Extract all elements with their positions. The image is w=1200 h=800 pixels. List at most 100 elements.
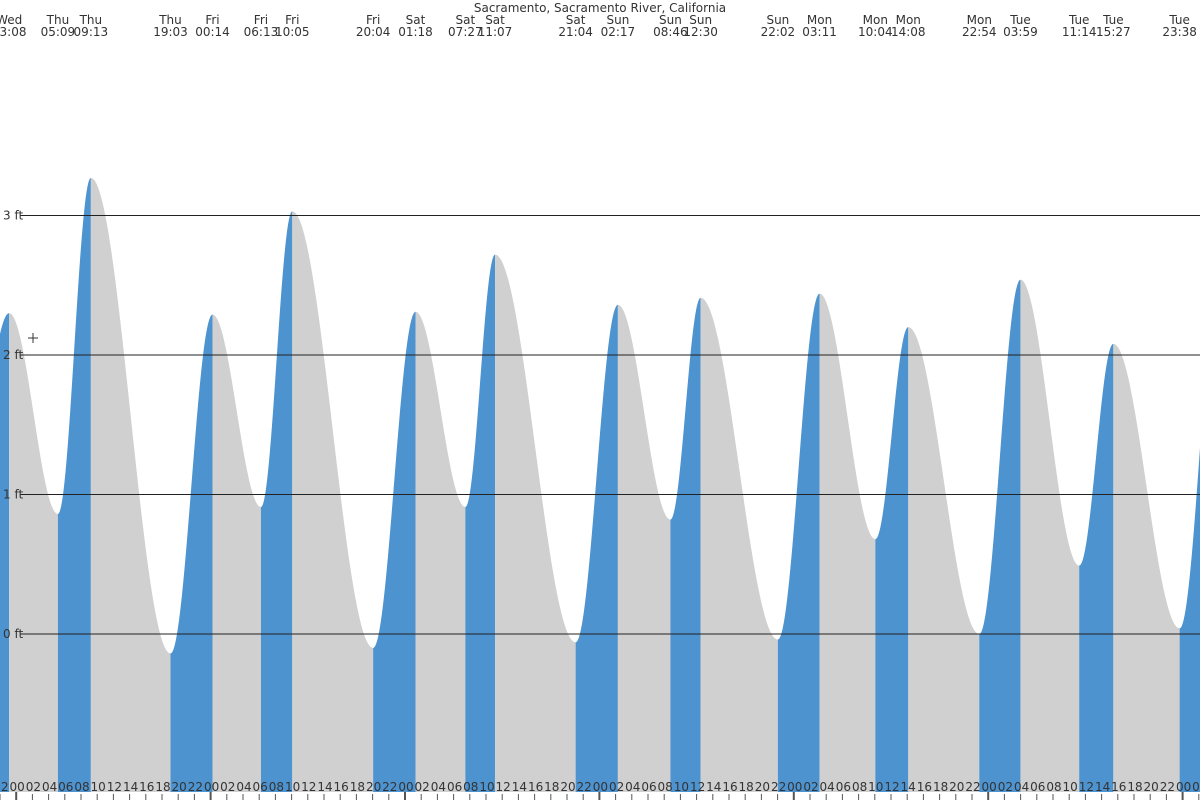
x-tick-label: 04 (820, 780, 835, 794)
gridlines: 0 ft 1 ft 2 ft 3 ft (3, 209, 1200, 641)
x-tick-label: 02 (415, 780, 430, 794)
extreme-time-label: 14:08 (891, 25, 926, 39)
x-tick-label: 00 (398, 780, 413, 794)
x-tick-label: 12 (107, 780, 122, 794)
x-tick-label: 20 (172, 780, 187, 794)
x-tick-label: 12 (496, 780, 511, 794)
x-tick-label: 10 (285, 780, 300, 794)
extreme-time-label: 12:30 (683, 25, 718, 39)
x-tick-label: 10 (868, 780, 883, 794)
falling-tide-segment (1113, 343, 1180, 792)
x-tick-label: 18 (544, 780, 559, 794)
extreme-day-label: Tue (1168, 13, 1190, 27)
extreme-day-label: Fri (366, 13, 380, 27)
rising-tide-segment (875, 327, 909, 792)
x-tick-label: 10 (1063, 780, 1078, 794)
x-tick-label: 14 (706, 780, 721, 794)
extreme-day-label: Mon (807, 13, 832, 27)
y-tick-label: 0 ft (3, 627, 23, 641)
x-tick-label: 00 (1176, 780, 1191, 794)
x-tick-label: 06 (836, 780, 851, 794)
extreme-time-label: 06:13 (244, 25, 279, 39)
chart-title: Sacramento, Sacramento River, California (474, 1, 726, 15)
extreme-day-label: Thu (79, 13, 103, 27)
extreme-day-label: Sat (406, 13, 426, 27)
x-tick-label: 08 (74, 780, 89, 794)
x-tick-label: 16 (917, 780, 932, 794)
x-tick-label: 22 (965, 780, 980, 794)
extreme-time-label: 20:04 (356, 25, 391, 39)
x-tick-label: 02 (220, 780, 235, 794)
x-tick-label: 18 (739, 780, 754, 794)
x-tick-label: 14 (1095, 780, 1110, 794)
falling-tide-segment (700, 297, 778, 792)
x-tick-label: 22 (0, 780, 9, 794)
y-tick-label: 1 ft (3, 488, 23, 502)
extreme-time-label: 01:18 (398, 25, 433, 39)
extreme-time-label: 09:13 (74, 25, 109, 39)
x-tick-label: 16 (528, 780, 543, 794)
extreme-day-label: Sat (456, 13, 476, 27)
falling-tide-segment (212, 314, 261, 792)
x-tick-label: 22 (382, 780, 397, 794)
x-tick-label: 10 (674, 780, 689, 794)
x-tick-label: 14 (317, 780, 332, 794)
extreme-day-label: Fri (205, 13, 219, 27)
extreme-day-label: Sun (766, 13, 789, 27)
rising-tide-segment (373, 311, 416, 792)
extreme-day-label: Fri (254, 13, 268, 27)
rising-tide-segment (777, 293, 820, 792)
extreme-day-label: Tue (1102, 13, 1124, 27)
extreme-time-label: 21:04 (558, 25, 593, 39)
falling-tide-segment (819, 293, 876, 792)
falling-tide-segment (617, 304, 671, 792)
x-tick-label: 04 (625, 780, 640, 794)
extreme-time-label: 11:07 (478, 25, 513, 39)
x-tick-label: 12 (690, 780, 705, 794)
x-tick-label: 18 (1127, 780, 1142, 794)
extreme-day-label: Thu (46, 13, 70, 27)
y-tick-label: 3 ft (3, 209, 23, 223)
extreme-day-label: Mon (863, 13, 888, 27)
rising-tide-segment (57, 177, 91, 792)
x-tick-label: 02 (26, 780, 41, 794)
x-tick-label: 16 (334, 780, 349, 794)
falling-tide-segment (415, 311, 466, 792)
extreme-day-label: Sun (606, 13, 629, 27)
x-tick-label: 20 (366, 780, 381, 794)
extreme-day-label: Mon (967, 13, 992, 27)
extreme-time-label: 07:27 (448, 25, 483, 39)
x-tick-label: 06 (447, 780, 462, 794)
extreme-time-label: 08:46 (653, 25, 688, 39)
x-tick-label: 12 (884, 780, 899, 794)
crosshair-cursor-icon (28, 333, 38, 343)
x-tick-label: 06 (58, 780, 73, 794)
y-tick-label: 2 ft (3, 348, 23, 362)
falling-tide-segment (495, 254, 576, 792)
tide-area-layer (0, 177, 1200, 792)
extreme-time-label: 22:54 (962, 25, 997, 39)
x-tick-label: 08 (1046, 780, 1061, 794)
falling-tide-segment (90, 177, 171, 792)
x-tick-label: 02 (1192, 780, 1200, 794)
x-tick-label: 16 (1111, 780, 1126, 794)
extreme-time-label: 03:59 (1003, 25, 1038, 39)
rising-tide-segment (465, 254, 496, 792)
x-tick-label: 14 (901, 780, 916, 794)
falling-tide-segment (292, 211, 374, 792)
x-tick-label: 00 (204, 780, 219, 794)
x-tick-label: 22 (771, 780, 786, 794)
extreme-day-label: Tue (1068, 13, 1090, 27)
extreme-day-label: Sat (566, 13, 586, 27)
falling-tide-segment (9, 313, 58, 792)
extreme-time-label: 19:03 (153, 25, 188, 39)
x-tick-label: 22 (188, 780, 203, 794)
x-tick-label: 16 (139, 780, 154, 794)
x-tick-label: 00 (593, 780, 608, 794)
x-tick-label: 12 (301, 780, 316, 794)
extreme-time-label: 05:09 (41, 25, 76, 39)
x-tick-label: 04 (236, 780, 251, 794)
x-tick-label: 22 (577, 780, 592, 794)
rising-tide-segment (0, 313, 10, 792)
